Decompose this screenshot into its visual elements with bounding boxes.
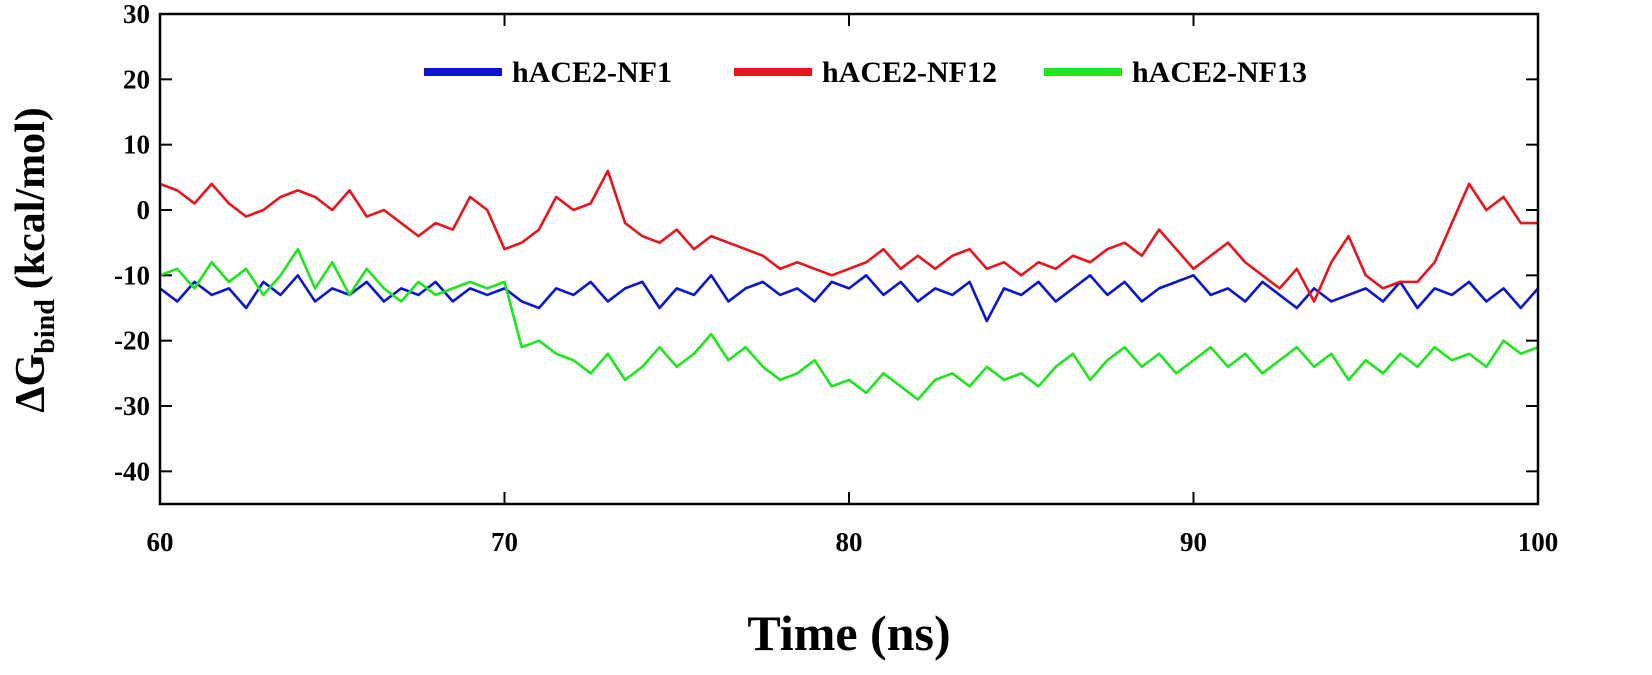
x-axis-label: Time (ns) xyxy=(747,605,950,661)
x-tick-label: 80 xyxy=(836,527,863,557)
y-axis-label: ΔGbind (kcal/mol) xyxy=(8,107,61,412)
y-tick-label: 30 xyxy=(123,0,150,29)
y-tick-label: 20 xyxy=(123,64,150,94)
legend-label: hACE2-NF1 xyxy=(512,56,672,89)
y-tick-label: 10 xyxy=(123,130,150,160)
y-label-subscript: bind xyxy=(30,299,61,354)
y-tick-label: -10 xyxy=(114,260,150,290)
y-label-symbol: ΔG xyxy=(8,354,54,413)
y-tick-label: -30 xyxy=(114,391,150,421)
y-tick-label: -20 xyxy=(114,326,150,356)
legend-label: hACE2-NF13 xyxy=(1132,56,1307,89)
legend-label: hACE2-NF12 xyxy=(822,56,997,89)
x-tick-label: 100 xyxy=(1518,527,1559,557)
series-line xyxy=(159,274,1539,323)
x-tick-label: 70 xyxy=(491,527,518,557)
y-label-unit: (kcal/mol) xyxy=(8,107,54,289)
y-tick-label: 0 xyxy=(137,195,151,225)
y-tick-label: -40 xyxy=(114,456,150,486)
plot-frame xyxy=(158,12,1540,506)
series-line xyxy=(159,169,1538,303)
series-line xyxy=(159,247,1539,401)
x-tick-label: 60 xyxy=(147,527,174,557)
x-tick-label: 90 xyxy=(1180,527,1207,557)
